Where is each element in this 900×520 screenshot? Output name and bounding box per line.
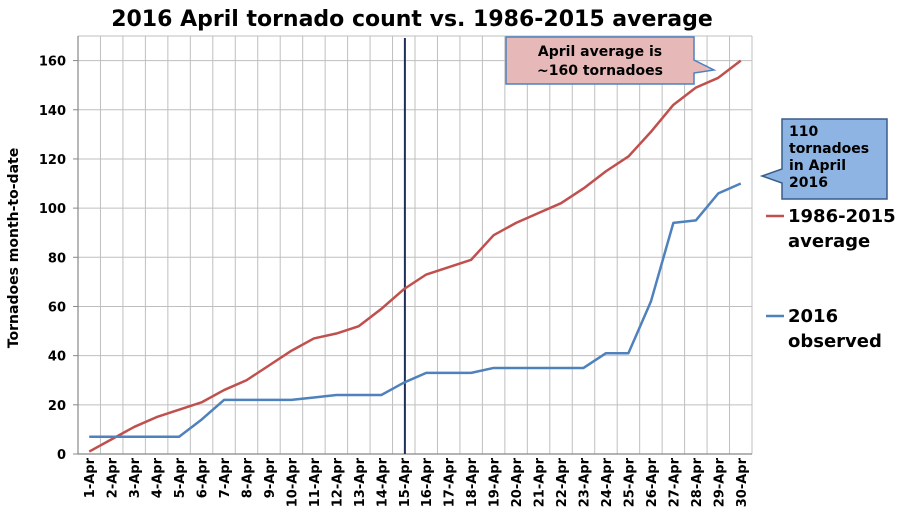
chart-title: 2016 April tornado count vs. 1986-2015 a… — [111, 7, 713, 32]
callout-box-observed — [759, 118, 888, 200]
x-tick-label: 10-Apr — [285, 457, 300, 507]
callout-text: 110 — [789, 124, 818, 140]
x-tick-label: 9-Apr — [263, 457, 278, 498]
y-tick-label: 160 — [39, 55, 66, 70]
x-tick-label: 25-Apr — [622, 457, 637, 507]
series-line-observed — [89, 182, 742, 439]
grid — [77, 35, 753, 455]
x-tick-label: 18-Apr — [465, 457, 480, 507]
legend-label: observed — [788, 331, 882, 352]
x-tick-label: 24-Apr — [600, 457, 615, 507]
x-tick-label: 6-Apr — [196, 457, 211, 498]
x-tick-label: 11-Apr — [308, 457, 323, 507]
callout-text: ~160 tornadoes — [537, 63, 663, 79]
x-tick-label: 12-Apr — [330, 457, 345, 507]
y-tick-label: 20 — [48, 399, 66, 414]
y-axis-label: Tornadoes month-to-date — [6, 148, 22, 348]
callout-box-average — [505, 36, 717, 85]
x-tick-label: 21-Apr — [533, 457, 548, 507]
series-layer — [88, 59, 742, 453]
x-tick-labels: 1-Apr 2-Apr 3-Apr 4-Apr 5-Apr 6-Apr 7-Apr 8-Apr… — [83, 457, 750, 507]
y-tick-label: 120 — [39, 153, 66, 168]
x-tick-label: 14-Apr — [375, 457, 390, 507]
callout-text: 2016 — [789, 175, 828, 191]
callout-text: tornadoes — [789, 141, 869, 157]
x-tick-label: 5-Apr — [173, 457, 188, 498]
x-tick-label: 27-Apr — [667, 457, 682, 507]
x-tick-label: 8-Apr — [241, 457, 256, 498]
legend-label: average — [788, 231, 870, 252]
x-tick-label: 7-Apr — [218, 457, 233, 498]
x-tick-label: 30-Apr — [735, 457, 750, 507]
series-line-average — [88, 59, 742, 453]
y-tick-label: 100 — [39, 202, 66, 217]
y-tick-labels: 0 20 40 60 80 100 120 140 160 — [39, 55, 66, 463]
x-tick-label: 28-Apr — [690, 457, 705, 507]
x-tick-label: 2-Apr — [106, 457, 121, 498]
legend: 1986-2015 average 2016 observed — [766, 206, 896, 352]
callout-text: April average is — [538, 44, 662, 60]
x-tick-label: 20-Apr — [510, 457, 525, 507]
y-tick-label: 40 — [48, 350, 66, 365]
x-tick-label: 16-Apr — [420, 457, 435, 507]
y-tick-label: 80 — [48, 251, 66, 266]
y-tick-label: 60 — [48, 300, 66, 315]
x-tick-label: 1-Apr — [83, 457, 98, 498]
callout-text: in April — [789, 158, 846, 174]
x-tick-label: 23-Apr — [578, 457, 593, 507]
y-tick-label: 0 — [57, 448, 66, 463]
callouts: April average is ~160 tornadoes 110tornado… — [505, 36, 888, 200]
x-tick-label: 3-Apr — [128, 457, 143, 498]
x-tick-label: 13-Apr — [353, 457, 368, 507]
x-tick-label: 19-Apr — [488, 457, 503, 507]
x-tick-label: 26-Apr — [645, 457, 660, 507]
axes — [73, 36, 752, 455]
x-tick-label: 15-Apr — [398, 457, 413, 507]
legend-label: 2016 — [788, 306, 838, 327]
x-tick-label: 22-Apr — [555, 457, 570, 507]
x-tick-label: 17-Apr — [443, 457, 458, 507]
legend-label: 1986-2015 — [788, 206, 896, 227]
y-tick-label: 140 — [39, 104, 66, 119]
x-tick-label: 4-Apr — [151, 457, 166, 498]
x-tick-label: 29-Apr — [712, 457, 727, 507]
